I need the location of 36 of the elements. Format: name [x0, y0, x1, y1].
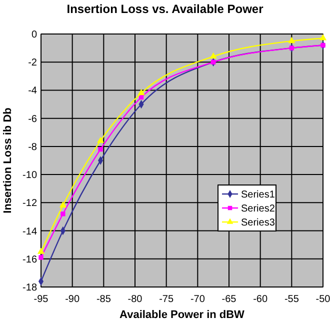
x-tick-label: -50 — [316, 294, 330, 305]
x-tick-label: -70 — [190, 294, 206, 305]
y-tick-label: -18 — [22, 282, 38, 294]
point — [59, 201, 66, 208]
y-tick-label: -4 — [28, 86, 38, 97]
point — [210, 52, 217, 59]
point — [138, 88, 145, 96]
legend-label: Series2 — [241, 204, 276, 214]
x-tick-label: -55 — [284, 294, 300, 305]
x-tick-label: -95 — [34, 294, 49, 305]
y-tick-label: -2 — [28, 58, 38, 69]
point — [288, 36, 296, 44]
x-tick-label: -60 — [253, 294, 268, 305]
x-tick-label: -90 — [65, 294, 80, 305]
x-tick-label: -80 — [128, 294, 143, 305]
point — [60, 212, 66, 216]
point — [98, 146, 103, 152]
chart-title: Insertion Loss vs. Available Power — [66, 2, 264, 16]
y-tick-label: -6 — [28, 114, 38, 125]
y-tick-label: -10 — [22, 170, 38, 182]
y-tick-label: -12 — [22, 198, 38, 210]
y-tick-label: 0 — [31, 30, 38, 40]
x-axis-title: Available Power in dBW — [120, 309, 246, 321]
legend-label: Series1 — [241, 190, 276, 200]
y-tick-label: -16 — [22, 254, 38, 266]
point — [319, 34, 327, 40]
y-tick-label: -14 — [22, 226, 38, 238]
x-tick-label: -85 — [96, 294, 112, 305]
x-tick-label: -75 — [159, 294, 174, 305]
point — [37, 248, 45, 254]
point — [38, 255, 44, 260]
x-tick-label: -65 — [222, 294, 237, 305]
y-tick-label: -8 — [28, 142, 38, 153]
y-axis-title: Insertion Loss ib Db — [2, 107, 14, 214]
legend-label: Series3 — [241, 218, 276, 228]
point — [96, 136, 104, 143]
